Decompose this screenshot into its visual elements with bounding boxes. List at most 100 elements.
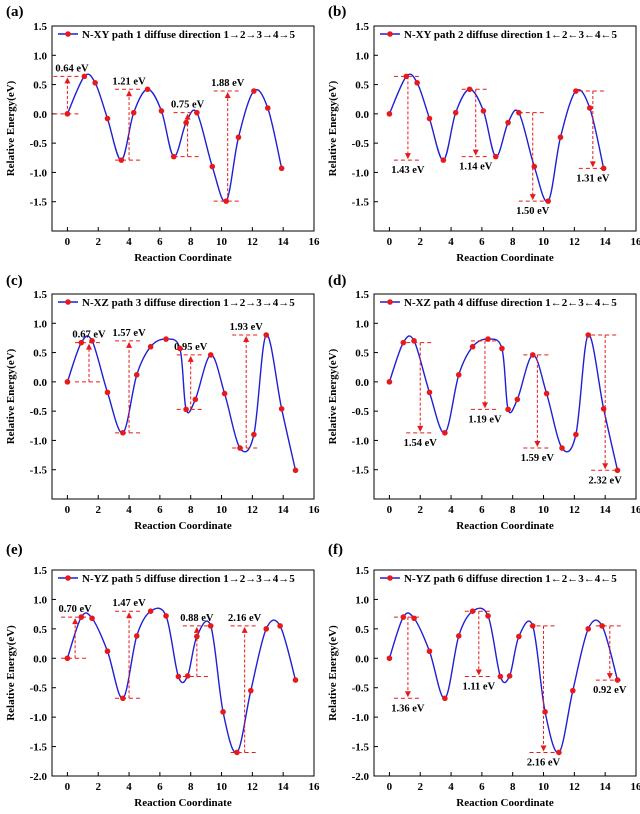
data-point [455, 633, 462, 639]
y-tick-label: 0.0 [355, 109, 369, 121]
x-tick-label: 0 [387, 504, 393, 516]
annotation-arrow-head [126, 90, 133, 97]
data-point [386, 655, 393, 662]
y-axis-title: Relative Energy(eV) [327, 625, 339, 721]
data-point [506, 673, 513, 679]
x-tick-label: 6 [157, 504, 163, 516]
x-tick-label: 0 [387, 236, 393, 248]
x-tick-label: 0 [65, 236, 71, 248]
data-point [251, 431, 257, 438]
x-axis-title: Reaction Coordinate [456, 252, 554, 264]
y-tick-label: 1.0 [355, 594, 369, 606]
annotation-label: 1.50 eV [516, 206, 550, 217]
y-tick-label: -1.0 [352, 167, 370, 179]
data-point [163, 613, 169, 619]
legend-label: N-XY path 2 diffuse direction 1←2←3←4←5 [404, 29, 617, 41]
x-tick-label: 6 [479, 504, 485, 516]
data-point [177, 345, 183, 352]
annotation-label: 1.88 eV [211, 78, 245, 89]
y-tick-label: -1.0 [352, 712, 370, 724]
legend-marker [65, 299, 71, 305]
data-point [248, 687, 254, 694]
data-point [426, 115, 433, 122]
energy-curve [66, 73, 283, 203]
y-tick-label: 1.5 [33, 21, 47, 33]
legend-label: N-XY path 1 diffuse direction 1→2→3→4→5 [82, 29, 295, 41]
panel-label-d: (d) [328, 273, 347, 289]
x-tick-label: 4 [448, 781, 454, 793]
y-tick-label: 0.0 [33, 109, 47, 121]
data-point [144, 86, 151, 93]
data-point [400, 614, 407, 620]
data-point [466, 86, 473, 93]
x-tick-label: 8 [188, 504, 194, 516]
y-axis-title: Relative Energy(eV) [327, 348, 339, 444]
data-point [599, 623, 605, 629]
data-point [505, 119, 511, 126]
data-point [104, 389, 111, 396]
data-point [440, 157, 447, 163]
data-point [542, 709, 548, 715]
annotation-label: 0.88 eV [180, 613, 214, 624]
data-point [600, 165, 607, 172]
data-point [492, 153, 499, 160]
annotation-label: 1.21 eV [112, 76, 146, 87]
y-tick-label: -0.5 [30, 138, 48, 150]
data-point [545, 198, 551, 204]
data-point [570, 687, 576, 694]
energy-curve [388, 334, 619, 471]
plot-frame [373, 569, 637, 777]
legend-label: N-XZ path 3 diffuse direction 1→2→3→4→5 [82, 297, 295, 309]
data-point [614, 677, 621, 683]
x-tick-label: 4 [448, 236, 454, 248]
data-point [89, 338, 95, 344]
x-tick-label: 0 [387, 781, 393, 793]
annotation-arrow-head [589, 161, 596, 168]
data-point [163, 336, 169, 342]
x-tick-label: 12 [569, 504, 581, 516]
data-point [386, 111, 393, 117]
panel-label-b: (b) [328, 4, 347, 20]
annotation-label: 0.70 eV [58, 604, 92, 615]
data-point [585, 626, 592, 632]
x-tick-label: 16 [631, 236, 640, 248]
data-point [480, 108, 487, 114]
data-point [92, 80, 98, 86]
x-tick-label: 8 [188, 236, 194, 248]
annotation-arrow-head [184, 113, 191, 120]
legend-marker [65, 575, 71, 581]
data-point [234, 749, 240, 756]
plot-frame [373, 25, 637, 232]
annotation-arrow-head [481, 402, 488, 409]
annotation-label: 0.64 eV [55, 63, 89, 74]
y-tick-label: -2.0 [352, 771, 370, 783]
energy-curve [66, 334, 297, 471]
data-point [104, 648, 111, 655]
x-tick-label: 4 [126, 781, 132, 793]
x-tick-label: 2 [95, 236, 101, 248]
y-tick-label: -1.0 [352, 435, 370, 447]
data-point [175, 673, 182, 680]
data-point [78, 339, 85, 346]
annotation-label: 2.16 eV [228, 613, 262, 624]
x-tick-label: 12 [569, 236, 581, 248]
data-point [411, 615, 417, 622]
y-tick-label: 0.5 [355, 624, 369, 636]
x-tick-label: 6 [157, 236, 163, 248]
legend-label: N-YZ path 5 diffuse direction 1→2→3→4→5 [82, 573, 295, 585]
annotation-label: 1.47 eV [112, 598, 146, 609]
x-tick-label: 8 [510, 504, 516, 516]
data-point [469, 608, 476, 614]
data-point [89, 615, 95, 622]
y-tick-label: -0.5 [30, 406, 48, 418]
annotation-label: 1.54 eV [404, 438, 438, 449]
annotation-label: 1.11 eV [462, 682, 495, 693]
annotation-arrow-head [475, 669, 482, 676]
annotation-arrow-head [224, 92, 231, 99]
panel-label-f: (f) [328, 542, 343, 558]
y-tick-label: 0.0 [355, 653, 369, 665]
data-point [207, 623, 214, 629]
x-tick-label: 16 [631, 504, 640, 516]
data-point [585, 332, 592, 338]
annotation-label: 1.19 eV [468, 414, 502, 425]
